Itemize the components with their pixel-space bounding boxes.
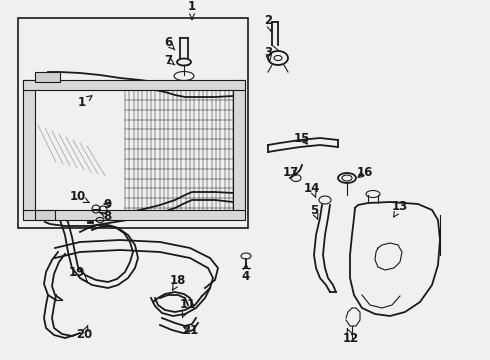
Text: 5: 5 <box>310 203 318 219</box>
Text: 13: 13 <box>392 201 408 217</box>
Bar <box>23 210 245 220</box>
Text: 19: 19 <box>69 266 87 282</box>
Text: 11: 11 <box>180 298 196 317</box>
Text: 20: 20 <box>76 325 92 342</box>
Text: 6: 6 <box>164 36 175 50</box>
Bar <box>23 80 35 215</box>
Text: 1: 1 <box>78 96 92 109</box>
Text: 8: 8 <box>100 210 111 222</box>
Text: 14: 14 <box>304 181 320 197</box>
Text: 9: 9 <box>103 198 111 211</box>
Text: 7: 7 <box>164 54 175 67</box>
Text: 1: 1 <box>188 0 196 19</box>
Bar <box>35 72 60 82</box>
Text: 10: 10 <box>70 190 89 203</box>
Bar <box>18 18 248 228</box>
Text: 16: 16 <box>357 166 373 179</box>
Text: 21: 21 <box>182 324 198 337</box>
Text: 3: 3 <box>264 45 272 62</box>
Text: 12: 12 <box>343 329 359 345</box>
Bar <box>23 80 245 90</box>
Bar <box>35 210 55 220</box>
Text: 15: 15 <box>294 131 310 144</box>
Text: 2: 2 <box>264 13 272 32</box>
Text: 4: 4 <box>242 264 250 283</box>
Text: 18: 18 <box>170 274 186 291</box>
Text: 17: 17 <box>283 166 299 179</box>
Bar <box>233 80 245 215</box>
